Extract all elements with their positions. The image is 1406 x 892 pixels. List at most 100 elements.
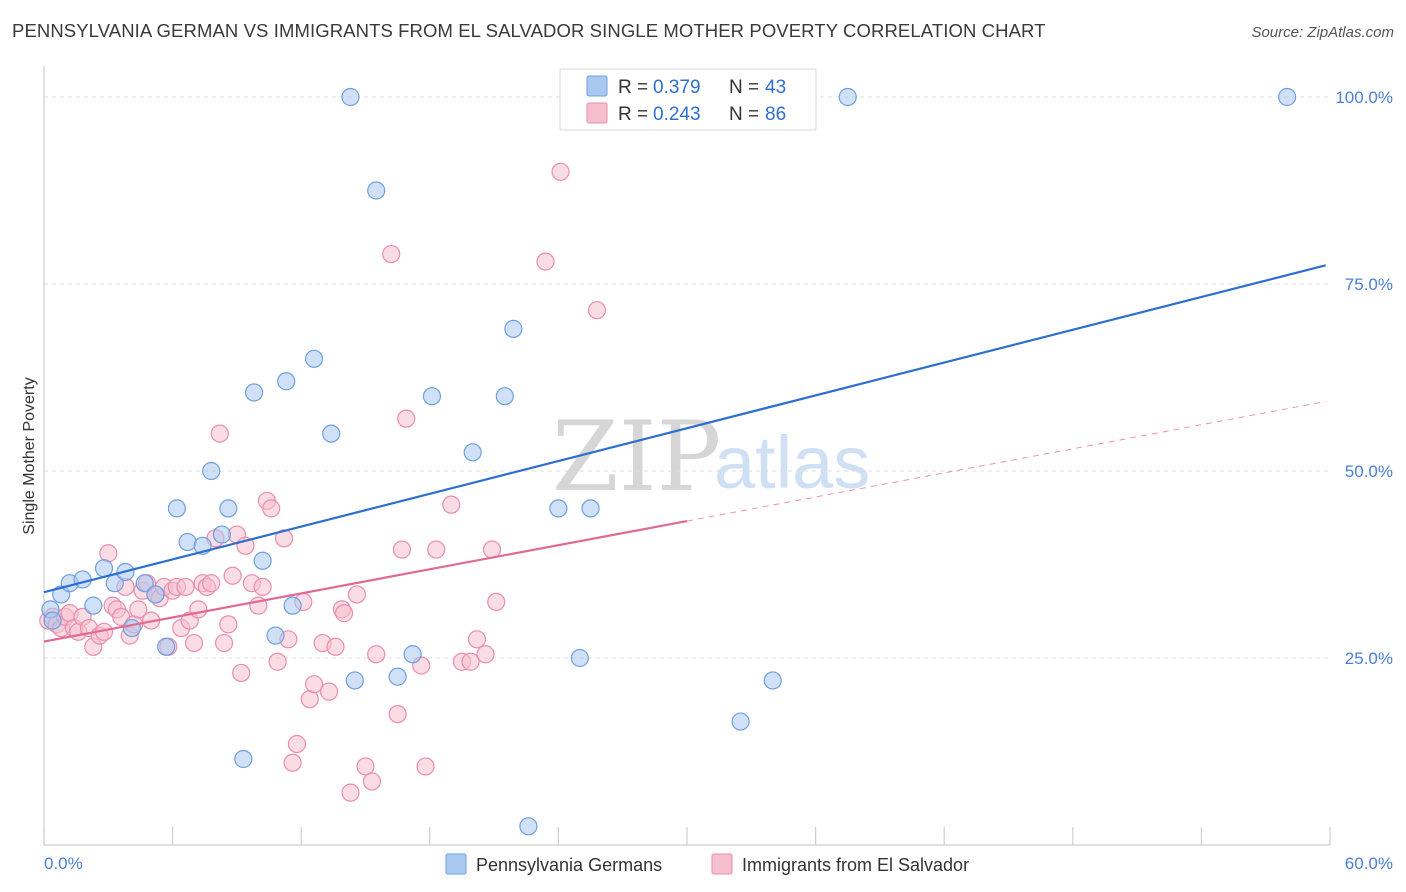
- y-tick-label: 100.0%: [1335, 88, 1393, 107]
- pink-point: [587, 301, 607, 320]
- pink-point: [341, 783, 360, 802]
- blue-point: [322, 424, 341, 443]
- pink-point: [461, 652, 480, 671]
- blue-point: [266, 626, 285, 645]
- data-points: [39, 87, 1297, 836]
- blue-point: [277, 372, 296, 391]
- pink-point: [184, 633, 204, 653]
- pink-trend-line: [43, 520, 688, 643]
- pink-point: [356, 757, 375, 776]
- blue-point: [403, 645, 422, 664]
- blue-point: [94, 559, 114, 578]
- pink-point: [476, 645, 495, 664]
- chart-title: PENNSYLVANIA GERMAN VS IMMIGRANTS FROM E…: [12, 20, 1046, 41]
- pink-point: [392, 540, 412, 559]
- blue-point: [367, 181, 386, 200]
- pink-point: [283, 753, 302, 772]
- pink-point: [214, 633, 234, 653]
- blue-point: [202, 461, 221, 481]
- blue-point: [388, 667, 407, 686]
- blue-point: [167, 499, 186, 518]
- pink-point: [99, 544, 118, 563]
- x-tick-labels: 0.0% 60.0%: [44, 854, 1393, 873]
- pink-point: [253, 577, 272, 597]
- pink-point: [202, 574, 221, 593]
- pink-point: [219, 615, 238, 634]
- blue-point: [1278, 87, 1297, 107]
- blue-point: [304, 349, 324, 368]
- x-tick-label: 0.0%: [44, 854, 83, 873]
- pink-point: [362, 772, 382, 791]
- y-axis-title: Single Mother Poverty: [21, 377, 38, 534]
- series-legend-label-2: Immigrants from El Salvador: [742, 855, 969, 875]
- watermark-atlas: atlas: [714, 421, 870, 504]
- blue-point: [581, 499, 600, 518]
- blue-point: [341, 87, 360, 107]
- blue-point: [234, 749, 253, 769]
- blue-point: [504, 319, 523, 338]
- blue-trend-line: [43, 264, 1326, 594]
- blue-point: [157, 637, 176, 656]
- pink-point: [210, 424, 229, 443]
- pink-point: [416, 757, 435, 776]
- blue-point: [731, 712, 750, 731]
- pink-point: [326, 637, 345, 656]
- blue-point: [838, 87, 857, 107]
- series-legend-label-1: Pennsylvania Germans: [476, 855, 662, 875]
- y-tick-label: 50.0%: [1345, 462, 1393, 481]
- pink-point: [268, 652, 287, 671]
- legend-swatch-blue: [586, 75, 608, 97]
- pink-point: [262, 499, 281, 518]
- blue-point: [178, 532, 197, 552]
- blue-point: [43, 611, 62, 630]
- legend-n-label-2: N =: [729, 104, 759, 125]
- pink-point: [223, 566, 242, 585]
- pink-point: [189, 600, 208, 619]
- pink-point: [232, 663, 251, 683]
- pink-point: [287, 734, 307, 754]
- legend-n-label-1: N =: [729, 77, 759, 98]
- series-legend-swatch-pink: [711, 853, 733, 875]
- blue-point: [549, 499, 568, 518]
- pink-point: [536, 252, 555, 271]
- series-legend: Pennsylvania Germans Immigrants from El …: [445, 853, 969, 875]
- blue-point: [146, 585, 165, 604]
- blue-point: [283, 596, 302, 615]
- series-legend-swatch-blue: [445, 853, 467, 875]
- y-tick-labels: 25.0% 50.0% 75.0% 100.0%: [1335, 88, 1393, 668]
- x-tick-label: 60.0%: [1345, 854, 1393, 873]
- legend-r-label-1: R =: [618, 77, 648, 98]
- pink-point: [367, 645, 386, 664]
- pink-point: [129, 600, 148, 619]
- axes: [43, 66, 1331, 846]
- pink-point: [300, 690, 319, 709]
- legend-r-value-1: 0.379: [653, 77, 701, 98]
- pink-point: [304, 675, 324, 694]
- pink-point: [388, 704, 407, 724]
- blue-point: [463, 443, 482, 462]
- pink-point: [487, 592, 506, 612]
- pink-point: [467, 630, 487, 649]
- blue-point: [345, 671, 364, 690]
- legend-r-label-2: R =: [618, 104, 648, 125]
- pink-trend-line-extension: [686, 400, 1326, 522]
- y-tick-label: 75.0%: [1345, 275, 1393, 294]
- blue-point: [84, 596, 103, 615]
- blue-point: [570, 648, 589, 668]
- y-tick-label: 25.0%: [1345, 649, 1393, 668]
- source-note: Source: ZipAtlas.com: [1251, 24, 1394, 41]
- pink-point: [334, 604, 354, 623]
- blue-point: [253, 551, 272, 570]
- pink-point: [442, 495, 461, 514]
- pink-point: [347, 585, 367, 604]
- blue-point: [495, 387, 514, 406]
- pink-point: [427, 540, 446, 559]
- pink-point: [319, 682, 339, 701]
- pink-point: [551, 162, 570, 181]
- legend-n-value-2: 86: [765, 104, 786, 125]
- trend-lines: [43, 264, 1326, 643]
- blue-point: [244, 383, 264, 402]
- blue-point: [422, 387, 442, 406]
- watermark: ZIP atlas: [552, 401, 870, 513]
